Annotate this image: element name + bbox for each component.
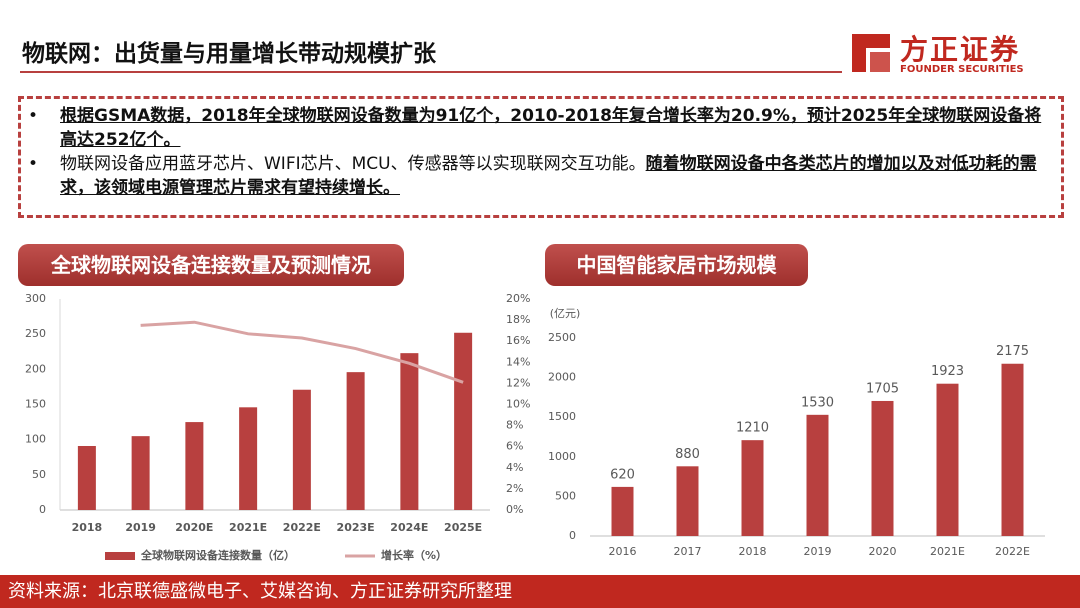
bar	[400, 353, 419, 510]
y2-tick-label: 8%	[506, 419, 523, 432]
bar	[239, 407, 258, 510]
bullet-list: • 根据GSMA数据，2018年全球物联网设备数量为91亿个，2010-2018年…	[28, 104, 1048, 200]
bar	[741, 440, 764, 536]
line	[140, 320, 464, 384]
bullet-text: 物联网设备应用蓝牙芯片、WIFI芯片、MCU、传感器等以实现联网交互功能。	[60, 154, 646, 174]
x-tick-label: 2017	[674, 545, 702, 558]
data-label: 620	[610, 467, 635, 482]
bar	[185, 422, 204, 510]
bar	[454, 332, 473, 510]
y2-tick-label: 0%	[506, 503, 523, 516]
y-tick-label: 0	[39, 503, 46, 516]
y-tick-label: 1000	[548, 450, 576, 463]
y2-tick-label: 6%	[506, 440, 523, 453]
chart: 0 50 100 150 200 250 300 0% 2% 4% 6% 8% 10% 12% 14% 16%…	[25, 292, 530, 562]
y2-tick-label: 10%	[506, 398, 530, 411]
logo-text: 方正证券	[900, 33, 1021, 66]
bar	[131, 436, 150, 510]
bar	[611, 486, 634, 536]
x-tick-label: 2018	[739, 545, 767, 558]
chart-title: 全球物联网设备连接数量及预测情况	[18, 244, 404, 286]
bar	[1001, 363, 1024, 536]
data-label: 1530	[801, 395, 834, 410]
x-tick-label: 2024E	[390, 521, 428, 534]
bar	[871, 400, 894, 536]
y-tick-label: 0	[569, 529, 576, 542]
data-label: 2175	[996, 344, 1029, 359]
y-tick-label: 300	[25, 292, 46, 305]
bar	[346, 372, 365, 510]
legend-label: 全球物联网设备连接数量（亿）	[140, 548, 295, 562]
bullet-bold: 随着物联网设备中各类芯片的增加以及对低功耗的需求，该领域电源管理芯片需求有望持续…	[60, 154, 1037, 198]
bar	[806, 414, 829, 536]
x-tick-label: 2022E	[283, 521, 321, 534]
legend-swatch	[105, 552, 135, 560]
y-axis-label: (亿元)	[550, 307, 581, 320]
data-label: 1923	[931, 364, 964, 379]
y-tick-label: 200	[25, 362, 46, 375]
y2-tick-label: 18%	[506, 313, 530, 326]
data-label: 1210	[736, 421, 769, 436]
x-tick-label: 2016	[609, 545, 637, 558]
title-rule	[20, 71, 842, 73]
y-tick-label: 100	[25, 433, 46, 446]
x-tick-label: 2022E	[995, 545, 1030, 558]
bullet: • 根据GSMA数据，2018年全球物联网设备数量为91亿个，2010-2018年…	[28, 106, 1042, 150]
y2-tick-label: 14%	[506, 355, 530, 368]
logo-subtext: FOUNDER SECURITIES	[900, 64, 1024, 75]
bullet-bold: 根据GSMA数据，2018年全球物联网设备数量为91亿个，2010-2018年复…	[60, 106, 1042, 150]
chart-title: 中国智能家居市场规模	[545, 244, 808, 286]
bar	[936, 383, 959, 536]
y-tick-label: 2500	[548, 331, 576, 344]
y2-tick-label: 12%	[506, 376, 530, 389]
y-tick-label: 150	[25, 398, 46, 411]
logo-mark	[852, 34, 890, 72]
y2-tick-label: 16%	[506, 334, 530, 347]
x-tick-label: 2019	[125, 521, 156, 534]
chart: 0 500 1000 1500 2000 2500 (亿元) 2016 2017 2018 2019…	[548, 307, 1045, 558]
slide-title: 物联网：出货量与用量增长带动规模扩张	[22, 41, 436, 67]
bar	[77, 445, 96, 510]
x-tick-label: 2019	[804, 545, 832, 558]
x-tick-label: 2021E	[229, 521, 267, 534]
source-footer: 资料来源：北京联德盛微电子、艾媒咨询、方正证券研究所整理	[0, 575, 1080, 608]
data-label: 1705	[866, 381, 899, 396]
x-tick-label: 2025E	[444, 521, 482, 534]
x-tick-label: 2023E	[337, 521, 375, 534]
x-tick-label: 2021E	[930, 545, 965, 558]
x-tick-label: 2018	[72, 521, 103, 534]
y-tick-label: 250	[25, 327, 46, 340]
summary-box	[18, 96, 1064, 218]
bar	[676, 466, 699, 536]
y-tick-label: 2000	[548, 371, 576, 384]
x-tick-label: 2020E	[175, 521, 213, 534]
y-tick-label: 50	[32, 468, 46, 481]
bar	[292, 389, 311, 510]
x-tick-label: 2020	[869, 545, 897, 558]
legend-label: 增长率（%）	[381, 548, 447, 562]
y-tick-label: 500	[555, 489, 576, 502]
data-label: 880	[675, 447, 700, 462]
y2-tick-label: 2%	[506, 482, 523, 495]
y-tick-label: 1500	[548, 410, 576, 423]
y2-tick-label: 20%	[506, 292, 530, 305]
y2-tick-label: 4%	[506, 461, 523, 474]
bullet: • 物联网设备应用蓝牙芯片、WIFI芯片、MCU、传感器等以实现联网交互功能。随着…	[28, 154, 1037, 198]
